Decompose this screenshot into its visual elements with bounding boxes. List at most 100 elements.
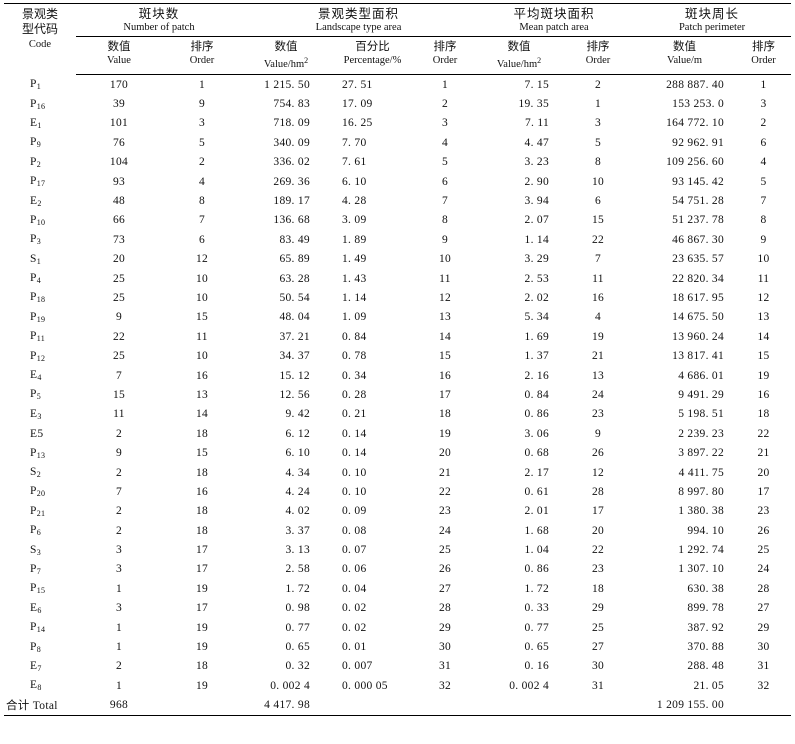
subheader-unit: Value/hm <box>496 59 538 70</box>
code-subscript: 11 <box>36 334 46 344</box>
code-cell: P5 <box>4 385 76 404</box>
area-percentage-cell: 1. 89 <box>342 233 367 246</box>
document-page: 景观类 型代码 Code 斑块数 Number of patch 景观类型面积 … <box>0 3 795 744</box>
perimeter-value-cell: 14 675. 50 <box>672 311 725 324</box>
area-value-cell: 0. 77 <box>285 621 310 634</box>
area-order-cell: 3 <box>441 117 449 130</box>
area-percentage-cell: 17. 09 <box>342 98 373 111</box>
code-cell: P10 <box>4 211 76 230</box>
code-header-en: Code <box>28 39 52 50</box>
perimeter-order-cell: 31 <box>757 660 770 673</box>
number-value-cell: 2 <box>115 660 123 673</box>
code-subscript: 13 <box>36 450 46 460</box>
perimeter-order-cell: 29 <box>757 621 770 634</box>
area-percentage-cell: 0. 78 <box>342 350 367 363</box>
code-header: 景观类 型代码 Code <box>4 3 76 75</box>
area-value-cell: 15. 12 <box>279 369 310 382</box>
area-order-cell: 1 <box>441 78 449 91</box>
number-value-cell: 39 <box>112 98 126 111</box>
number-value-cell: 2 <box>115 466 123 479</box>
table-row: P12 25 10 34. 37 0. 78 15 1. 37 21 13 817. 41 15 <box>4 346 791 365</box>
code-subscript: 16 <box>36 101 46 111</box>
area-order-cell: 30 <box>438 641 452 654</box>
area-percentage-cell: 1. 09 <box>342 311 367 324</box>
area-order-cell: 22 <box>438 485 452 498</box>
perimeter-value-cell: 288. 48 <box>687 660 725 673</box>
code-letter: P <box>30 388 37 401</box>
number-value-cell: 1 <box>115 679 123 692</box>
mean-value-cell: 0. 86 <box>524 408 550 421</box>
mean-order-cell: 31 <box>591 679 605 692</box>
perimeter-value-cell: 1 380. 38 <box>678 505 725 518</box>
code-subscript: 8 <box>36 644 42 654</box>
code-subscript: 15 <box>36 586 46 596</box>
number-value-cell: 15 <box>112 388 126 401</box>
code-cell: P9 <box>4 133 76 152</box>
perimeter-value-cell: 92 962. 91 <box>672 136 725 149</box>
area-value-cell: 269. 36 <box>273 175 310 188</box>
perimeter-order-header: 排序 Order <box>736 36 792 75</box>
perimeter-value-header: 数值 Value/m <box>633 36 737 75</box>
area-value-cell: 718. 09 <box>273 117 310 130</box>
area-order-cell: 21 <box>438 466 452 479</box>
mean-value-cell: 0. 16 <box>524 660 550 673</box>
number-order-cell: 17 <box>195 602 209 615</box>
mean-value-cell: 3. 94 <box>524 195 550 208</box>
code-cell: E7 <box>4 657 76 676</box>
mean-order-cell: 17 <box>591 505 605 518</box>
number-value-cell: 1 <box>115 641 123 654</box>
mean-value-cell: 7. 15 <box>524 78 550 91</box>
mean-order-cell: 9 <box>594 427 602 440</box>
code-cell: E3 <box>4 405 76 424</box>
area-order-cell: 11 <box>439 272 451 285</box>
area-value-cell: 0. 98 <box>285 602 310 615</box>
perimeter-order-cell: 20 <box>757 466 770 479</box>
area-percentage-cell: 0. 14 <box>342 427 367 440</box>
subheader-unit: Value/hm <box>263 59 305 70</box>
number-order-cell: 15 <box>195 311 209 324</box>
area-order-cell: 4 <box>441 136 449 149</box>
mean-value-cell: 1. 68 <box>524 524 550 537</box>
area-value-cell: 48. 04 <box>279 311 310 324</box>
code-letter: P <box>30 213 37 226</box>
code-subscript: 7 <box>37 663 42 673</box>
table-row: P9 76 5 340. 09 7. 70 4 4. 47 5 92 962. 91 6 <box>4 133 791 152</box>
perimeter-order-cell: 27 <box>757 602 770 615</box>
code-letter: E <box>30 407 38 420</box>
number-value-cell: 66 <box>112 214 126 227</box>
area-value-cell: 6. 10 <box>285 447 310 460</box>
number-order-cell: 7 <box>198 214 206 227</box>
mean-order-cell: 25 <box>591 621 605 634</box>
area-percentage-cell: 0. 07 <box>342 544 367 557</box>
mean-value-cell: 2. 53 <box>524 272 550 285</box>
mean-value-cell: 4. 47 <box>524 136 550 149</box>
code-cell: P15 <box>4 579 76 598</box>
number-order-cell: 18 <box>195 427 209 440</box>
mean-order-cell: 6 <box>594 195 602 208</box>
area-percentage-cell: 3. 09 <box>342 214 367 227</box>
perimeter-value-cell: 4 686. 01 <box>678 369 725 382</box>
perimeter-order-cell: 3 <box>760 98 767 111</box>
code-letter: S <box>30 543 37 556</box>
area-percentage-cell: 0. 84 <box>342 330 367 343</box>
mean-order-header: 排序 Order <box>563 36 634 75</box>
mean-order-cell: 22 <box>591 233 605 246</box>
perimeter-order-cell: 1 <box>760 78 767 91</box>
code-cell: S2 <box>4 463 76 482</box>
perimeter-order-cell: 25 <box>757 544 770 557</box>
perimeter-value-cell: 54 751. 28 <box>672 195 725 208</box>
mean-order-cell: 12 <box>591 466 605 479</box>
perimeter-order-cell: 23 <box>757 505 770 518</box>
patch-perimeter-header: 斑块周长 Patch perimeter <box>633 3 792 37</box>
perimeter-value-cell: 630. 38 <box>687 582 725 595</box>
mean-value-cell: 0. 002 4 <box>509 679 550 692</box>
number-order-cell: 18 <box>195 660 209 673</box>
mean-value-cell: 1. 14 <box>524 233 550 246</box>
area-order-cell: 12 <box>438 291 452 304</box>
mean-value-cell: 0. 68 <box>524 447 550 460</box>
area-value-cell: 3. 13 <box>285 544 310 557</box>
mean-value-cell: 2. 90 <box>524 175 550 188</box>
code-letter: E <box>30 679 38 692</box>
perimeter-order-cell: 30 <box>757 641 770 654</box>
perimeter-order-cell: 24 <box>757 563 770 576</box>
